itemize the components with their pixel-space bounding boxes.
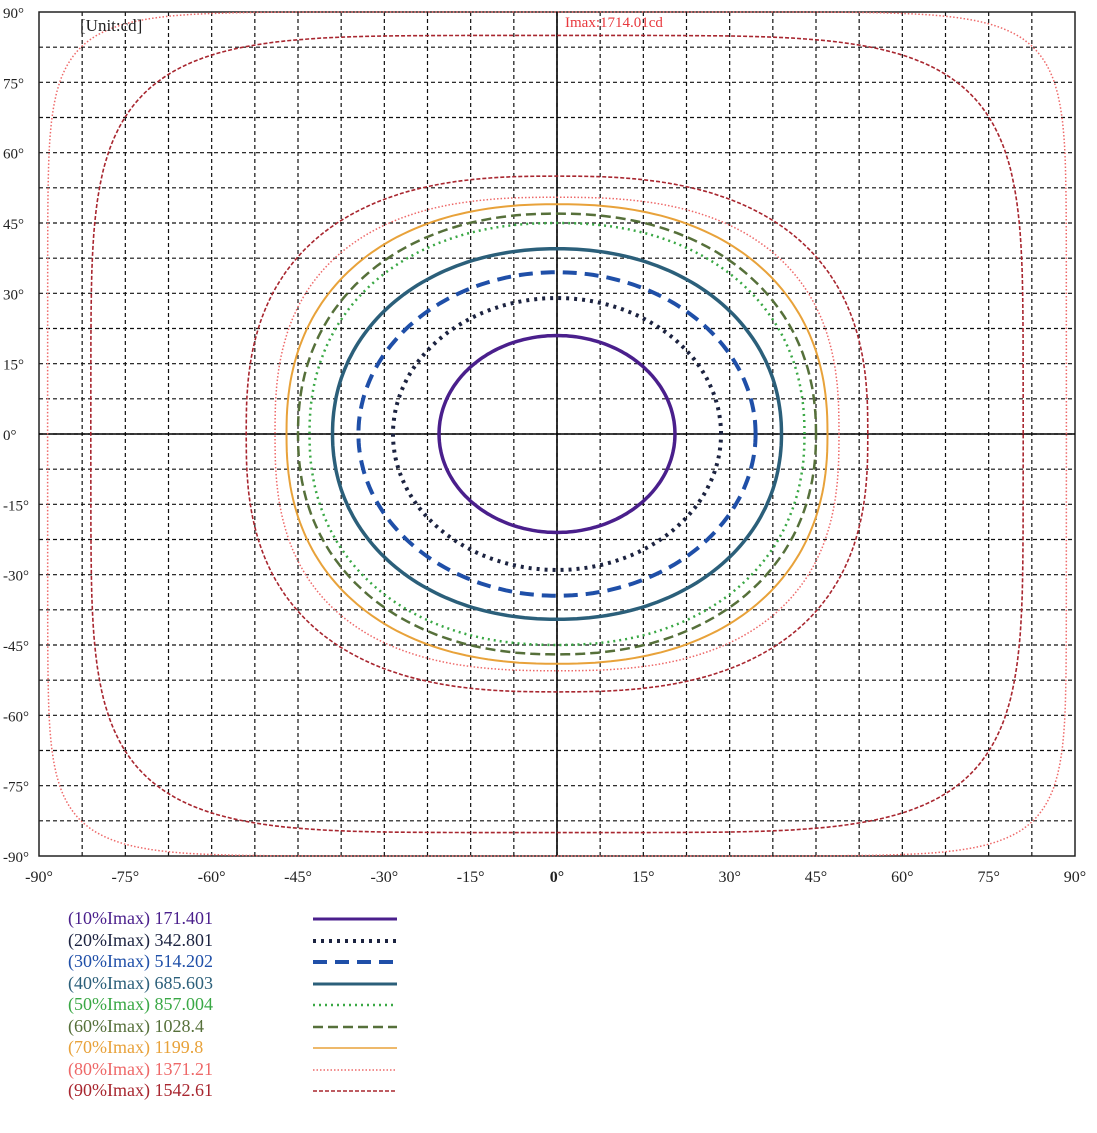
y-tick-label: 60° [3, 147, 24, 163]
x-tick-label: -15° [457, 869, 485, 886]
contour-70pct [285, 203, 829, 665]
contour-90pct [245, 175, 869, 693]
x-tick-label: 75° [977, 869, 999, 886]
y-tick-label: -45° [3, 639, 29, 655]
legend-swatch [313, 917, 397, 921]
chart-legend: (10%Imax) 171.401 (20%Imax) 342.801 (30%Im… [68, 908, 428, 1102]
y-tick-label: 15° [3, 358, 24, 374]
x-tick-label: 30° [718, 869, 740, 886]
x-tick-label: 15° [632, 869, 654, 886]
legend-item: (30%Imax) 514.202 [68, 951, 428, 973]
chart-axes [38, 11, 1076, 857]
isocandela-chart: -90° -75° -60° -45° -30° -15° 0° 15° 30° 45° 60° 75… [3, 6, 1086, 886]
y-tick-label: -75° [3, 780, 29, 796]
contour-10pct [437, 333, 677, 535]
contour-60pct [296, 212, 818, 656]
legend-item: (70%Imax) 1199.8 [68, 1037, 428, 1059]
legend-swatch [313, 1025, 397, 1028]
tick-labels: -90° -75° -60° -45° -30° -15° 0° 15° 30° 45° 60° 75… [3, 6, 1086, 886]
legend-swatch [313, 1003, 397, 1007]
y-tick-label: 45° [3, 217, 24, 233]
legend-label: (80%Imax) 1371.21 [68, 1058, 213, 1079]
y-tick-label: 0° [3, 428, 17, 444]
x-tick-label: 90° [1064, 869, 1086, 886]
contour-outer-1 [89, 34, 1025, 834]
contour-outer-2 [46, 11, 1068, 857]
y-tick-label: -60° [3, 709, 29, 725]
legend-item: (60%Imax) 1028.4 [68, 1016, 428, 1038]
contour-lines [46, 11, 1068, 857]
legend-label: (70%Imax) 1199.8 [68, 1037, 204, 1057]
x-tick-label: -30° [370, 869, 398, 886]
contour-40pct [330, 247, 784, 621]
y-tick-label: 75° [3, 76, 24, 92]
y-tick-label: -15° [3, 498, 29, 514]
legend-swatch [313, 938, 397, 943]
x-tick-label: -45° [284, 869, 312, 886]
y-tick-label: -90° [3, 850, 29, 866]
legend-item: (80%Imax) 1371.21 [68, 1059, 428, 1081]
legend-label: (40%Imax) 685.603 [68, 972, 213, 993]
imax-label: Imax:1714.01cd [565, 15, 663, 31]
x-tick-label: -90° [25, 869, 53, 886]
legend-swatch [313, 1068, 397, 1071]
y-tick-label: 30° [3, 287, 24, 303]
legend-swatch [313, 982, 397, 985]
x-tick-label: 0° [550, 869, 564, 886]
legend-item: (10%Imax) 171.401 [68, 908, 428, 930]
legend-swatch [313, 1047, 397, 1049]
legend-label: (30%Imax) 514.202 [68, 951, 213, 971]
contour-30pct [356, 270, 758, 598]
legend-label: (20%Imax) 342.801 [68, 929, 213, 950]
contour-80pct [274, 196, 840, 672]
legend-label: (90%Imax) 1542.61 [68, 1080, 213, 1100]
y-tick-label: 90° [3, 6, 24, 22]
unit-label: [Unit:cd] [80, 16, 142, 35]
x-tick-label: -60° [198, 869, 226, 886]
contour-50pct [308, 221, 806, 647]
legend-swatch [313, 960, 397, 964]
legend-label: (50%Imax) 857.004 [68, 994, 213, 1014]
legend-item: (40%Imax) 685.603 [68, 973, 428, 995]
x-tick-label: 45° [805, 869, 827, 886]
legend-label: (10%Imax) 171.401 [68, 908, 213, 928]
legend-item: (90%Imax) 1542.61 [68, 1080, 428, 1102]
x-tick-label: -75° [111, 869, 139, 886]
legend-item: (20%Imax) 342.801 [68, 930, 428, 952]
y-tick-label: -30° [3, 569, 29, 585]
x-tick-label: 60° [891, 869, 913, 886]
legend-label: (60%Imax) 1028.4 [68, 1015, 204, 1036]
legend-item: (50%Imax) 857.004 [68, 994, 428, 1016]
legend-swatch [313, 1090, 397, 1092]
contour-20pct [391, 295, 723, 573]
